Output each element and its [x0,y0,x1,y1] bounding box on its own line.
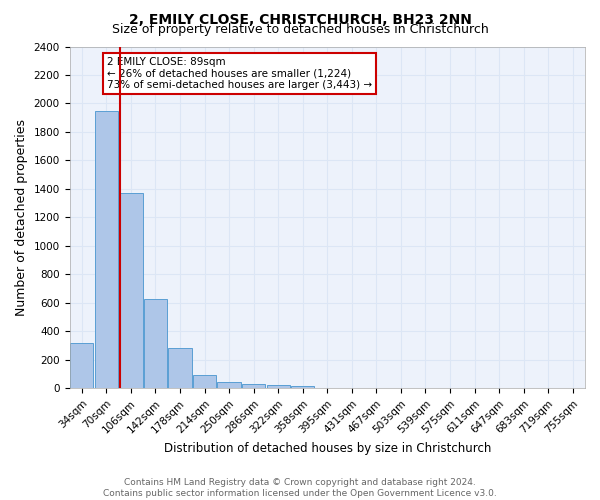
Bar [291,386,314,388]
Bar [266,385,290,388]
Bar [242,384,265,388]
Text: Contains HM Land Registry data © Crown copyright and database right 2024.
Contai: Contains HM Land Registry data © Crown c… [103,478,497,498]
Y-axis label: Number of detached properties: Number of detached properties [15,119,28,316]
Bar [169,348,191,389]
Text: 2, EMILY CLOSE, CHRISTCHURCH, BH23 2NN: 2, EMILY CLOSE, CHRISTCHURCH, BH23 2NN [128,12,472,26]
Bar [70,343,94,388]
Bar [193,375,216,388]
X-axis label: Distribution of detached houses by size in Christchurch: Distribution of detached houses by size … [164,442,491,455]
Bar [95,110,118,388]
Bar [144,298,167,388]
Bar [217,382,241,388]
Text: Size of property relative to detached houses in Christchurch: Size of property relative to detached ho… [112,22,488,36]
Bar [119,192,143,388]
Text: 2 EMILY CLOSE: 89sqm
← 26% of detached houses are smaller (1,224)
73% of semi-de: 2 EMILY CLOSE: 89sqm ← 26% of detached h… [107,57,372,90]
